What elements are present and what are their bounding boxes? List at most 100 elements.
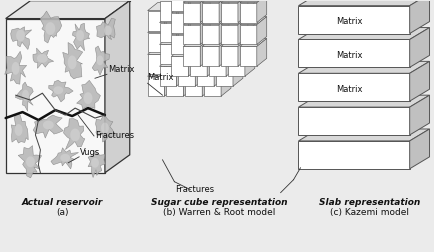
Polygon shape (216, 1, 233, 21)
Polygon shape (209, 35, 226, 54)
Polygon shape (240, 0, 256, 1)
Polygon shape (178, 23, 195, 43)
Polygon shape (207, 26, 217, 54)
Polygon shape (178, 1, 195, 21)
Polygon shape (409, 27, 428, 67)
Polygon shape (200, 0, 210, 1)
Polygon shape (220, 3, 230, 30)
Polygon shape (18, 146, 42, 178)
Polygon shape (256, 0, 266, 1)
Polygon shape (233, 15, 242, 43)
Polygon shape (209, 0, 226, 11)
Polygon shape (95, 116, 115, 142)
Polygon shape (185, 24, 212, 33)
Polygon shape (76, 80, 100, 110)
Polygon shape (12, 62, 20, 75)
Polygon shape (178, 66, 195, 86)
Polygon shape (214, 37, 224, 64)
Polygon shape (15, 124, 23, 136)
Polygon shape (147, 11, 164, 30)
Polygon shape (164, 24, 174, 52)
Polygon shape (209, 56, 226, 76)
Polygon shape (197, 44, 214, 64)
Polygon shape (15, 82, 33, 111)
Text: Matrix: Matrix (147, 73, 174, 82)
Polygon shape (159, 23, 176, 43)
Polygon shape (195, 37, 205, 64)
Polygon shape (171, 35, 188, 54)
Polygon shape (220, 39, 247, 46)
Polygon shape (147, 24, 174, 33)
Polygon shape (220, 3, 237, 23)
Polygon shape (202, 0, 228, 3)
Polygon shape (237, 0, 247, 1)
Polygon shape (298, 73, 409, 101)
Polygon shape (233, 58, 242, 86)
Polygon shape (298, 61, 428, 73)
Polygon shape (202, 46, 212, 74)
Polygon shape (226, 26, 235, 54)
Text: Vugs: Vugs (80, 148, 100, 157)
Polygon shape (190, 26, 217, 35)
Polygon shape (202, 17, 228, 24)
Polygon shape (197, 66, 214, 86)
Polygon shape (190, 48, 217, 56)
Polygon shape (105, 1, 129, 173)
Polygon shape (216, 37, 242, 44)
Polygon shape (190, 5, 217, 13)
Polygon shape (45, 22, 55, 35)
Polygon shape (68, 55, 76, 69)
Polygon shape (176, 0, 186, 21)
Polygon shape (240, 17, 266, 24)
Polygon shape (91, 158, 99, 168)
Polygon shape (26, 156, 35, 167)
Polygon shape (166, 54, 183, 74)
Polygon shape (204, 76, 220, 96)
Polygon shape (176, 58, 186, 86)
Polygon shape (204, 24, 230, 33)
Polygon shape (240, 0, 266, 3)
Polygon shape (209, 48, 235, 56)
Polygon shape (220, 46, 230, 74)
Polygon shape (178, 37, 205, 44)
Polygon shape (37, 54, 48, 63)
Polygon shape (202, 39, 228, 46)
Polygon shape (159, 58, 186, 66)
Polygon shape (183, 46, 193, 74)
Polygon shape (96, 55, 103, 65)
Text: Slab representation: Slab representation (319, 198, 420, 207)
Polygon shape (197, 23, 214, 43)
Polygon shape (176, 15, 186, 43)
Polygon shape (185, 11, 202, 30)
Polygon shape (204, 3, 230, 11)
Polygon shape (216, 23, 233, 43)
Polygon shape (207, 5, 217, 33)
Polygon shape (185, 68, 212, 76)
Polygon shape (214, 0, 224, 21)
Polygon shape (219, 39, 228, 66)
Polygon shape (226, 48, 235, 76)
Polygon shape (33, 115, 63, 138)
Polygon shape (101, 122, 108, 134)
Polygon shape (195, 58, 205, 86)
Polygon shape (83, 92, 92, 104)
Polygon shape (204, 68, 230, 76)
Polygon shape (176, 37, 186, 64)
Polygon shape (183, 17, 210, 24)
Polygon shape (256, 0, 266, 23)
Polygon shape (244, 26, 254, 54)
Polygon shape (72, 23, 90, 51)
Polygon shape (147, 76, 164, 96)
Polygon shape (159, 37, 186, 44)
Polygon shape (214, 15, 224, 43)
Polygon shape (188, 0, 198, 11)
Polygon shape (88, 151, 105, 177)
Polygon shape (104, 25, 112, 36)
Polygon shape (183, 3, 200, 23)
Polygon shape (409, 129, 428, 169)
Polygon shape (6, 1, 129, 19)
Polygon shape (240, 39, 266, 46)
Polygon shape (227, 13, 244, 33)
Polygon shape (219, 0, 228, 1)
Polygon shape (183, 24, 193, 52)
